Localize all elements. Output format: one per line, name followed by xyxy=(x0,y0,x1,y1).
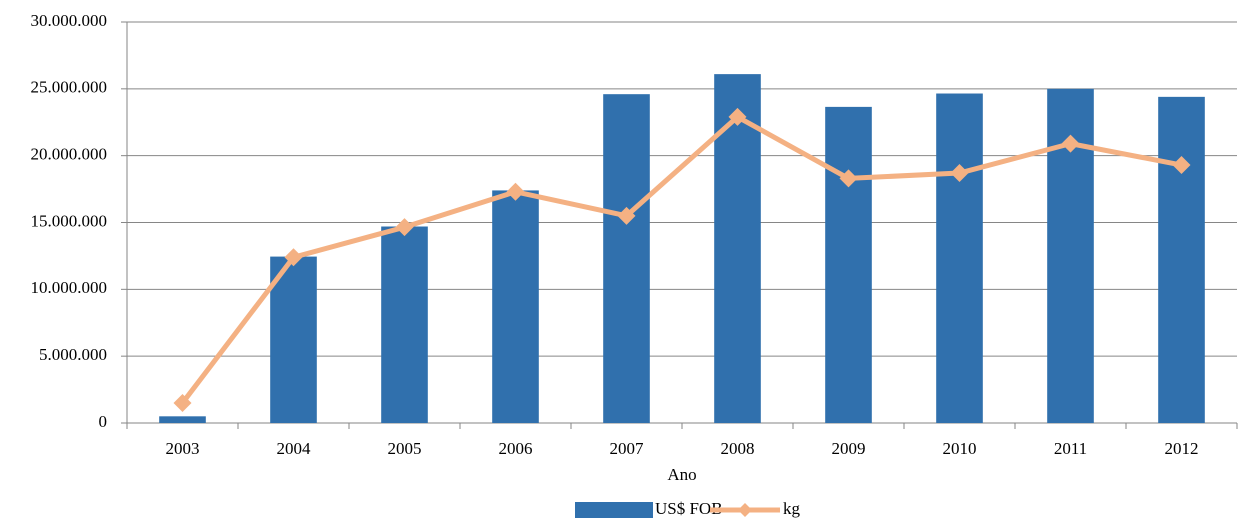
line-marker xyxy=(506,182,525,201)
legend-marker xyxy=(738,503,752,517)
bar xyxy=(159,416,206,423)
bar xyxy=(1158,96,1205,423)
legend-label: US$ FOB xyxy=(655,499,723,518)
line-marker xyxy=(395,218,414,237)
x-tick-label: 2006 xyxy=(499,439,533,458)
line-marker xyxy=(1061,134,1080,153)
y-tick-label: 10.000.000 xyxy=(31,278,108,297)
line-marker xyxy=(728,107,747,126)
y-tick-label: 25.000.000 xyxy=(31,78,108,97)
line-marker xyxy=(950,164,969,183)
x-tick-label: 2008 xyxy=(721,439,755,458)
bar xyxy=(270,256,317,423)
y-tick-label: 0 xyxy=(99,412,108,431)
x-tick-label: 2005 xyxy=(388,439,422,458)
bar xyxy=(603,94,650,424)
legend-swatch xyxy=(575,502,653,518)
x-tick-label: 2010 xyxy=(943,439,977,458)
bar xyxy=(825,106,872,424)
y-tick-label: 30.000.000 xyxy=(31,11,108,30)
y-tick-label: 5.000.000 xyxy=(39,345,107,364)
x-tick-label: 2003 xyxy=(166,439,200,458)
x-tick-label: 2007 xyxy=(610,439,645,458)
line-marker xyxy=(839,169,858,188)
line-marker xyxy=(617,206,636,225)
x-axis-title: Ano xyxy=(667,465,696,484)
legend-label: kg xyxy=(783,499,801,518)
y-tick-label: 15.000.000 xyxy=(31,211,108,230)
bar xyxy=(936,93,983,424)
x-tick-label: 2009 xyxy=(832,439,866,458)
line-marker xyxy=(1172,156,1191,175)
x-tick-label: 2011 xyxy=(1054,439,1087,458)
bar xyxy=(381,226,428,423)
line xyxy=(180,114,1182,405)
line-marker xyxy=(173,393,192,412)
y-tick-label: 20.000.000 xyxy=(31,145,108,164)
line-marker xyxy=(284,248,303,267)
bar xyxy=(492,190,539,423)
x-tick-label: 2004 xyxy=(277,439,312,458)
x-tick-label: 2012 xyxy=(1165,439,1199,458)
